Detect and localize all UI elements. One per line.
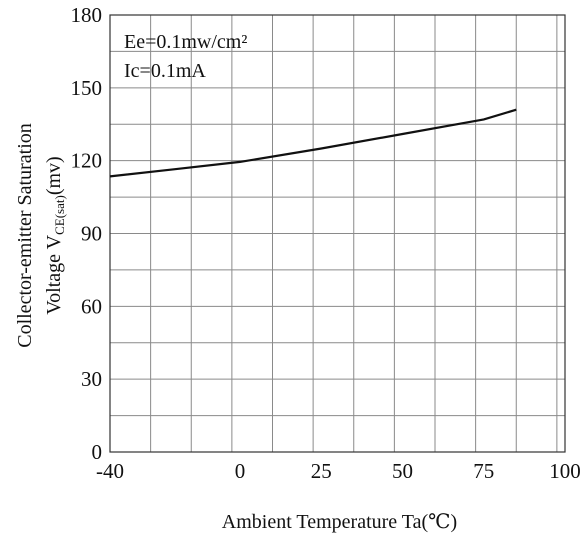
- y-tick-label: 90: [81, 222, 102, 246]
- x-tick-label: 100: [549, 459, 581, 483]
- annotation-collector-current: Ic=0.1mA: [124, 60, 206, 82]
- x-tick-label: 25: [311, 459, 332, 483]
- y-axis-title: Collector-emitter Saturation Voltage VCE…: [14, 123, 67, 348]
- y-axis-title-subscript: CE(sat): [52, 195, 67, 235]
- annotation-irradiance: Ee=0.1mw/cm²: [124, 31, 247, 53]
- x-tick-label: -40: [96, 459, 124, 483]
- x-tick-label: 0: [235, 459, 246, 483]
- y-axis-title-line2: Voltage VCE(sat)(mv): [43, 156, 67, 314]
- y-tick-label: 60: [81, 294, 102, 318]
- grid: [110, 15, 565, 452]
- plot-frame: [109, 14, 566, 453]
- series-layer: [109, 108, 517, 178]
- x-axis-title: Ambient Temperature Ta(℃): [222, 511, 457, 533]
- y-tick-label: 0: [92, 440, 103, 464]
- y-tick-label: 30: [81, 367, 102, 391]
- y-axis-title-suffix: (mv): [43, 156, 65, 195]
- series-line: [109, 108, 517, 178]
- y-tick-label: 180: [71, 3, 103, 27]
- y-tick-labels: 0 30 60 90 120 150 180: [71, 3, 103, 464]
- x-tick-label: 50: [392, 459, 413, 483]
- y-tick-label: 150: [71, 76, 103, 100]
- y-tick-label: 120: [71, 149, 103, 173]
- x-tick-labels: -40 0 25 50 75 100: [96, 459, 581, 483]
- y-axis-title-prefix: Voltage V: [43, 234, 65, 314]
- x-tick-label: 75: [473, 459, 494, 483]
- y-axis-title-line1: Collector-emitter Saturation: [14, 123, 36, 348]
